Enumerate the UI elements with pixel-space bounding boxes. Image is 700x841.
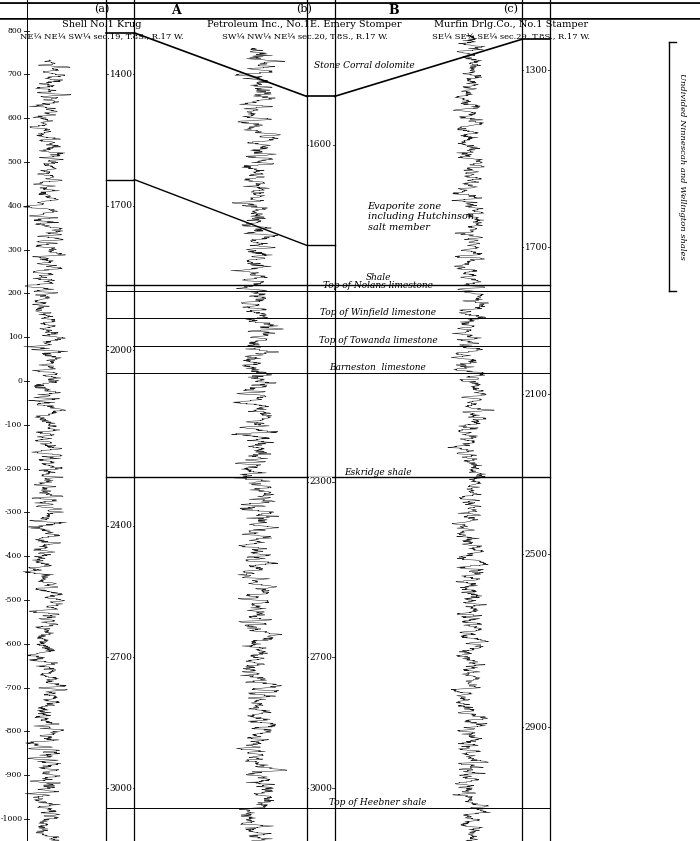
Text: SE¼ SE¼ SE¼ sec.29, T.8S., R.17 W.: SE¼ SE¼ SE¼ sec.29, T.8S., R.17 W. [432, 32, 590, 40]
Text: (a): (a) [94, 3, 109, 13]
Text: 1300: 1300 [525, 66, 547, 75]
Text: 400: 400 [8, 202, 22, 210]
Text: Eskridge shale: Eskridge shale [344, 468, 412, 477]
Text: Barneston  limestone: Barneston limestone [330, 363, 426, 373]
Text: Shale: Shale [365, 273, 391, 282]
Text: Petroleum Inc., No.1E. Emery Stomper: Petroleum Inc., No.1E. Emery Stomper [207, 20, 402, 29]
Text: 2000: 2000 [110, 346, 132, 355]
Text: 1700: 1700 [110, 201, 132, 210]
Text: NE¼ NE¼ SW¼ sec.19, T.8S., R.17 W.: NE¼ NE¼ SW¼ sec.19, T.8S., R.17 W. [20, 32, 183, 40]
Text: 2900: 2900 [525, 722, 547, 732]
Text: 3000: 3000 [110, 784, 132, 793]
Text: 2100: 2100 [525, 389, 547, 399]
Text: Evaporite zone
including Hutchinson
salt member: Evaporite zone including Hutchinson salt… [368, 202, 474, 232]
Text: -600: -600 [5, 640, 22, 648]
Text: 1400: 1400 [110, 70, 132, 79]
Text: 200: 200 [8, 289, 22, 298]
Text: -300: -300 [5, 509, 22, 516]
Text: Stone Corral dolomite: Stone Corral dolomite [314, 61, 414, 70]
Text: Top of Nolans limestone: Top of Nolans limestone [323, 282, 433, 290]
Text: 300: 300 [8, 246, 22, 254]
Text: Top of Winfield limestone: Top of Winfield limestone [320, 308, 436, 317]
Text: -800: -800 [5, 727, 22, 736]
Text: -400: -400 [5, 553, 22, 560]
Text: 100: 100 [8, 333, 22, 341]
Text: 500: 500 [8, 158, 22, 166]
Text: 700: 700 [8, 71, 22, 78]
Text: SW¼ NW¼ NE¼ sec.20, T.8S., R.17 W.: SW¼ NW¼ NE¼ sec.20, T.8S., R.17 W. [222, 32, 387, 40]
Text: 800: 800 [8, 27, 22, 34]
Text: -900: -900 [5, 771, 22, 780]
Text: 2300: 2300 [309, 478, 332, 486]
Text: Top of Towanda limestone: Top of Towanda limestone [318, 336, 438, 345]
Text: 1600: 1600 [309, 140, 332, 149]
Text: 2700: 2700 [110, 653, 132, 662]
Text: 2500: 2500 [525, 550, 547, 558]
Text: 3000: 3000 [309, 784, 332, 793]
Text: 2400: 2400 [110, 521, 132, 530]
Text: Undivided Ninnescah and Wellington shales: Undivided Ninnescah and Wellington shale… [678, 73, 687, 260]
Text: (b): (b) [297, 3, 312, 13]
Text: A: A [172, 4, 181, 18]
Text: (c): (c) [503, 3, 519, 13]
Text: Murfin Drlg.Co., No.1 Stamper: Murfin Drlg.Co., No.1 Stamper [434, 20, 588, 29]
Text: Top of Heebner shale: Top of Heebner shale [329, 798, 427, 807]
Text: -500: -500 [5, 596, 22, 604]
Text: 600: 600 [8, 114, 22, 122]
Text: B: B [388, 4, 399, 18]
Text: 0: 0 [18, 377, 22, 385]
Text: -200: -200 [5, 465, 22, 473]
Text: 2700: 2700 [309, 653, 332, 662]
Text: Shell No.1 Krug: Shell No.1 Krug [62, 20, 141, 29]
Text: -100: -100 [5, 420, 22, 429]
Text: 1700: 1700 [525, 243, 547, 252]
Text: -700: -700 [5, 684, 22, 691]
Text: -1000: -1000 [0, 815, 22, 823]
